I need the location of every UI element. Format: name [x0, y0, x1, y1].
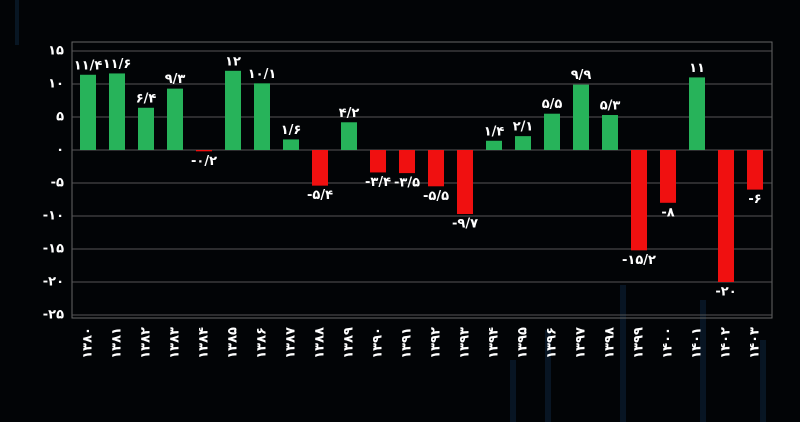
x-tick-label: ۱۳۸۲	[139, 327, 154, 359]
y-tick-label: -۲۵	[43, 308, 64, 323]
bar	[573, 84, 589, 150]
value-label: -۳/۴	[365, 175, 391, 190]
bar	[457, 150, 473, 215]
value-label: ۱۲	[225, 54, 241, 69]
bar	[689, 77, 705, 150]
bar	[196, 150, 212, 152]
value-label: ۱۰/۱	[248, 67, 277, 82]
x-tick-label: ۱۴۰۰	[661, 327, 676, 359]
value-label: -۸	[661, 205, 674, 220]
value-label: ۹/۹	[571, 68, 592, 83]
y-tick-label: -۵	[51, 176, 64, 191]
x-tick-label: ۱۴۰۱	[690, 327, 705, 359]
bar	[515, 136, 531, 150]
value-label: ۲/۱	[513, 120, 534, 135]
bar	[660, 150, 676, 203]
x-tick-label: ۱۳۸۷	[284, 327, 299, 359]
bar	[283, 139, 299, 150]
value-label: ۶/۴	[136, 91, 157, 106]
x-tick-label: ۱۳۹۴	[487, 327, 502, 359]
x-tick-label: ۱۳۹۵	[516, 327, 531, 359]
value-label: -۰/۲	[191, 154, 217, 169]
x-tick-label: ۱۳۸۵	[226, 327, 241, 359]
bar	[167, 88, 183, 150]
x-tick-label: ۱۳۹۱	[400, 327, 415, 359]
bar	[341, 122, 357, 150]
bar	[747, 150, 763, 190]
y-tick-label: -۱۵	[43, 242, 64, 257]
x-tick-label: ۱۳۸۰	[81, 327, 96, 359]
x-tick-label: ۱۳۹۸	[603, 327, 618, 359]
x-tick-label: ۱۳۸۶	[255, 327, 270, 359]
plot-frame	[71, 41, 773, 319]
bar	[631, 150, 647, 251]
value-label: ۱۱/۶	[103, 57, 132, 72]
x-tick-label: ۱۳۹۹	[632, 327, 647, 359]
bar	[544, 113, 560, 150]
bar	[312, 150, 328, 186]
y-tick-label: ۵	[56, 110, 64, 125]
value-label: ۱۱/۴	[74, 58, 103, 73]
y-tick-label: -۲۰	[43, 275, 64, 290]
bar	[370, 150, 386, 173]
value-label: ۱۱	[689, 61, 705, 76]
bar	[602, 115, 618, 150]
bar	[718, 150, 734, 282]
x-tick-label: ۱۳۸۱	[110, 327, 125, 359]
y-tick-label: ۱۵	[48, 44, 64, 59]
bar	[254, 83, 270, 150]
bar	[80, 74, 96, 150]
value-label: -۵/۴	[307, 188, 333, 203]
value-label: ۴/۲	[339, 106, 360, 121]
x-tick-label: ۱۳۹۶	[545, 327, 560, 359]
background-decoration	[15, 0, 766, 422]
value-label: ۱/۴	[484, 124, 505, 139]
value-label: -۵/۵	[423, 189, 449, 204]
bar	[428, 150, 444, 187]
bar	[109, 73, 125, 150]
x-tick-label: ۱۳۹۷	[574, 327, 589, 359]
bar	[225, 70, 241, 150]
value-label: ۹/۳	[165, 72, 186, 87]
x-tick-label: ۱۳۸۸	[313, 327, 328, 359]
x-tick-label: ۱۴۰۳	[748, 327, 763, 359]
x-tick-label: ۱۳۹۲	[429, 327, 444, 359]
value-label: ۵/۵	[542, 97, 563, 112]
value-label: -۱۵/۲	[622, 253, 656, 268]
bar	[486, 140, 502, 150]
value-label: -۳/۵	[394, 176, 420, 191]
bar	[399, 150, 415, 174]
y-tick-label: ۱۰	[48, 77, 64, 92]
value-label: -۲۰	[715, 285, 736, 300]
value-label: ۱/۶	[281, 123, 302, 138]
value-label: -۶	[748, 192, 761, 207]
x-tick-label: ۱۳۸۳	[168, 327, 183, 359]
x-tick-label: ۱۳۹۰	[371, 327, 386, 359]
x-tick-label: ۱۴۰۲	[719, 327, 734, 359]
x-tick-label: ۱۳۹۳	[458, 327, 473, 359]
y-tick-label: -۱۰	[43, 209, 64, 224]
value-label: ۵/۳	[600, 99, 621, 114]
x-tick-label: ۱۳۸۴	[197, 327, 212, 359]
y-tick-label: ۰	[56, 143, 64, 158]
value-label: -۹/۷	[452, 217, 478, 232]
bar	[138, 107, 154, 150]
x-tick-label: ۱۳۸۹	[342, 327, 357, 359]
